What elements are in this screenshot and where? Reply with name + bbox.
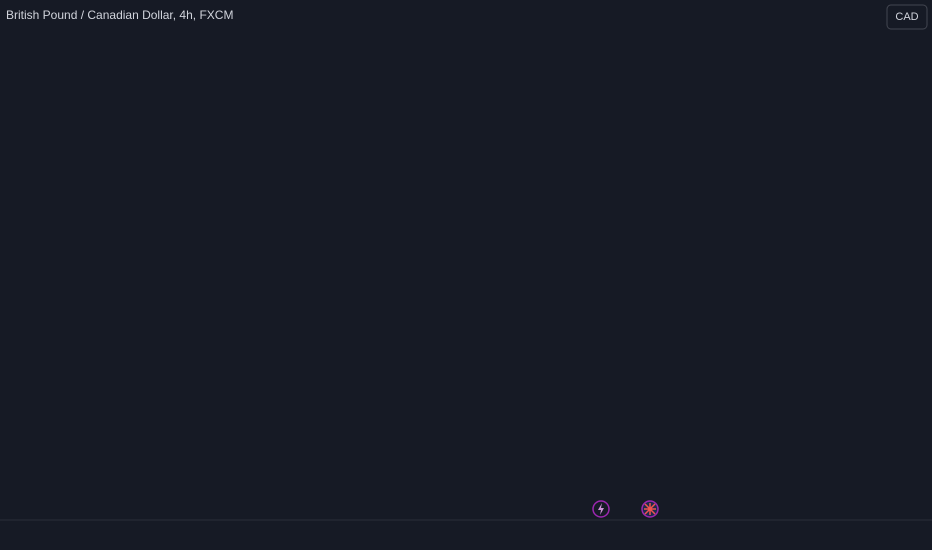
event-icon-bolt — [598, 503, 604, 515]
gb-flag-cross — [644, 503, 656, 515]
currency-label: CAD — [895, 11, 918, 23]
currency-button[interactable] — [886, 4, 928, 30]
event-icon[interactable] — [592, 500, 610, 518]
price-axis — [882, 0, 932, 550]
chart-title: British Pound / Canadian Dollar, 4h, FXC… — [6, 8, 233, 22]
